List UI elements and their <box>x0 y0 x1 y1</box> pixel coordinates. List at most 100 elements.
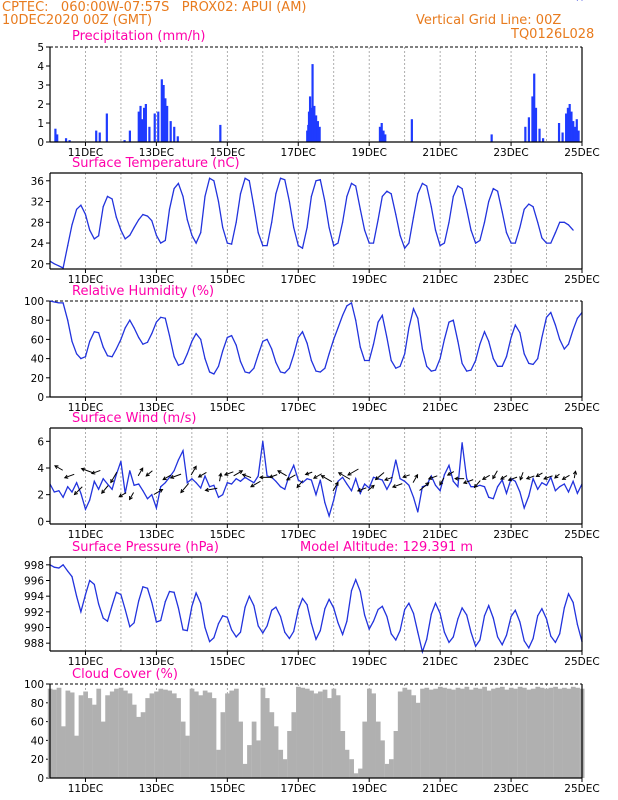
cloud-bar <box>539 687 545 778</box>
rh-point <box>301 331 304 333</box>
wind-arrow-head <box>425 482 430 487</box>
wind-point <box>257 475 259 477</box>
temp-point <box>217 200 220 203</box>
x-tick-label: 19DEC <box>351 274 386 286</box>
wind-point <box>399 478 401 480</box>
cloud-bar <box>167 690 173 778</box>
cloud-bar <box>154 691 159 778</box>
cloud-bar <box>211 698 217 778</box>
wind-point <box>239 480 242 482</box>
wind-point <box>191 478 193 480</box>
x-tick-label: 15DEC <box>210 147 245 159</box>
rh-point <box>430 370 432 372</box>
x-tick-label: 19DEC <box>351 147 386 159</box>
wind-arrow <box>296 480 304 489</box>
wind-arrow <box>374 472 385 481</box>
rh-point <box>492 358 494 360</box>
x-tick-label: 19DEC <box>351 783 386 795</box>
cloud-bar <box>193 691 199 778</box>
cloud-bar <box>247 745 252 778</box>
wind-arrow-head <box>238 470 244 475</box>
wind-point <box>514 480 516 482</box>
x-tick-label: 23DEC <box>493 274 528 286</box>
temp-point <box>550 242 552 244</box>
pres-point <box>310 622 312 625</box>
cloud-bar <box>384 763 390 778</box>
temp-point <box>160 242 162 244</box>
wind-arrow <box>223 471 234 476</box>
rh-point <box>417 317 419 319</box>
x-tick-label: 25DEC <box>564 656 599 668</box>
pres-point <box>572 601 574 604</box>
x-tick-label: 25DEC <box>564 529 599 541</box>
rh-point <box>554 324 557 326</box>
temp-point <box>501 211 503 213</box>
temp-point <box>417 193 419 195</box>
rh-point <box>328 353 330 355</box>
wind-arrow-head <box>204 487 209 492</box>
x-tick-label: 21DEC <box>422 529 457 541</box>
temp-point <box>275 193 277 195</box>
cloud-bar <box>185 735 190 778</box>
pres-point <box>514 609 516 611</box>
wind-arrow <box>561 474 570 480</box>
wind-point <box>576 492 578 494</box>
wind-arrow-shaft <box>224 471 234 476</box>
x-tick-label: 17DEC <box>281 274 316 286</box>
wind-arrow-shaft <box>74 486 83 495</box>
temp-point <box>488 200 490 203</box>
rh-point <box>133 327 135 329</box>
pres-point <box>222 615 224 617</box>
rh-point <box>319 371 321 373</box>
wind-point <box>324 502 326 504</box>
y-tick-label: 32 <box>31 197 44 209</box>
cloud-bar <box>411 695 417 778</box>
rh-point <box>155 321 157 323</box>
wind-arrow-shaft <box>162 474 172 481</box>
wind-arrow-head <box>507 477 513 482</box>
wind-arrow-head <box>80 467 86 472</box>
y-tick-label: 100 <box>24 679 44 691</box>
rh-point <box>550 311 552 314</box>
wind-arrow-head <box>320 475 325 479</box>
pres-point <box>271 609 273 611</box>
rh-point <box>67 319 69 321</box>
wind-arrow <box>500 475 508 480</box>
rh-point <box>279 371 282 373</box>
wind-arrow-head <box>241 473 247 478</box>
wind-arrow-shaft <box>428 475 438 480</box>
wind-arrow-head <box>414 473 419 479</box>
wind-arrow-shaft <box>419 482 430 491</box>
temp-point <box>155 234 157 236</box>
wind-arrow-shaft <box>562 474 570 480</box>
cloud-bar <box>282 759 288 778</box>
cloud-bar <box>517 686 523 778</box>
temp-point <box>390 193 392 195</box>
wind-arrow-shaft <box>519 472 524 480</box>
wind-point <box>222 494 224 496</box>
wind-arrow <box>101 485 109 494</box>
rh-point <box>501 365 503 367</box>
wind-arrow-shaft <box>81 468 94 474</box>
temp-point <box>581 0 583 1</box>
pres-point <box>111 604 113 607</box>
temp-point <box>457 185 459 187</box>
temp-point <box>337 242 339 244</box>
wind-arrow <box>554 473 560 479</box>
wind-arrow-shaft <box>482 474 490 480</box>
wind-arrow <box>383 476 393 482</box>
precip-bar <box>142 107 146 142</box>
pres-point <box>315 638 317 640</box>
rh-point <box>306 342 308 344</box>
rh-point <box>182 362 184 364</box>
wind-point <box>262 440 264 442</box>
wind-arrow-head <box>572 470 578 475</box>
cloud-bar <box>83 691 88 778</box>
cloud-bar <box>180 721 186 778</box>
model-altitude-label: Model Altitude: 129.391 m <box>300 540 473 555</box>
pres-point <box>160 619 162 622</box>
rh-point <box>235 344 237 346</box>
wind-point <box>168 476 171 478</box>
pres-point <box>510 615 512 618</box>
